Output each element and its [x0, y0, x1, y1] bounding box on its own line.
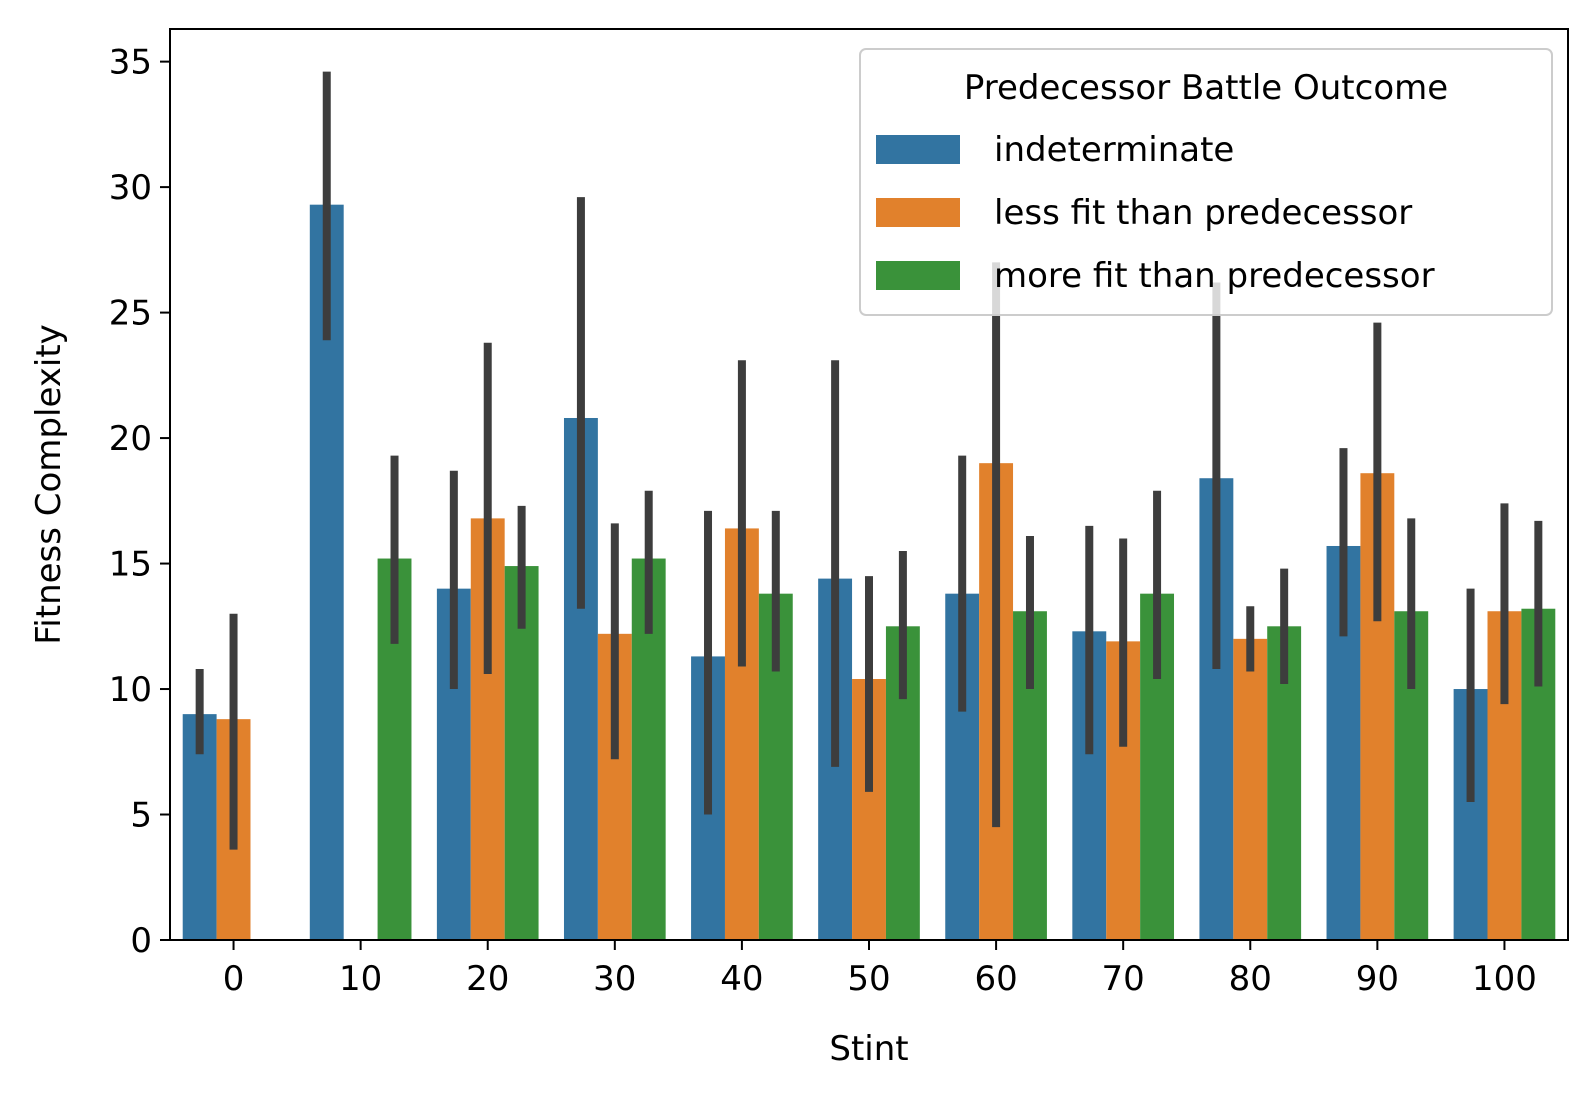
y-tick-label: 20 [109, 419, 152, 459]
y-tick-label: 30 [109, 168, 152, 208]
y-tick-label: 15 [109, 545, 152, 585]
x-tick-label: 70 [1102, 959, 1145, 999]
x-axis: 0 10 20 30 40 50 60 70 80 90 100 [223, 940, 1537, 999]
bar-less-fit-than-predecessor-80 [1233, 638, 1268, 940]
legend-box [859, 48, 1553, 316]
x-tick-label: 90 [1356, 959, 1399, 999]
error-bars-layer [195, 71, 1543, 850]
x-tick-label: 80 [1229, 959, 1272, 999]
legend-swatch [876, 261, 960, 290]
y-axis: 0 5 10 15 20 25 30 35 [109, 43, 170, 961]
bars-layer [182, 204, 1556, 940]
x-tick-label: 30 [593, 959, 636, 999]
y-tick-label: 35 [109, 43, 152, 83]
legend-title: Predecessor Battle Outcome [964, 68, 1448, 108]
y-tick-label: 5 [130, 796, 152, 836]
x-tick-label: 50 [847, 959, 890, 999]
legend-swatch [876, 198, 960, 227]
y-tick-label: 25 [109, 294, 152, 334]
x-tick-label: 60 [974, 959, 1017, 999]
legend: Predecessor Battle Outcome indeterminate… [859, 48, 1553, 316]
y-axis-label: Fitness Complexity [29, 324, 69, 645]
x-tick-label: 10 [339, 959, 382, 999]
legend-entry-label: more fit than predecessor [994, 256, 1435, 296]
x-tick-label: 100 [1472, 959, 1537, 999]
legend-entry-label: less fit than predecessor [994, 193, 1412, 233]
legend-entry-label: indeterminate [994, 130, 1234, 170]
legend-items: indeterminate less fit than predecessor mo… [876, 130, 1435, 296]
x-tick-label: 0 [223, 959, 245, 999]
x-axis-label: Stint [829, 1029, 908, 1069]
x-tick-label: 20 [466, 959, 509, 999]
legend-swatch [876, 135, 960, 164]
y-tick-label: 0 [130, 921, 152, 961]
y-tick-label: 10 [109, 670, 152, 710]
x-tick-label: 40 [720, 959, 763, 999]
